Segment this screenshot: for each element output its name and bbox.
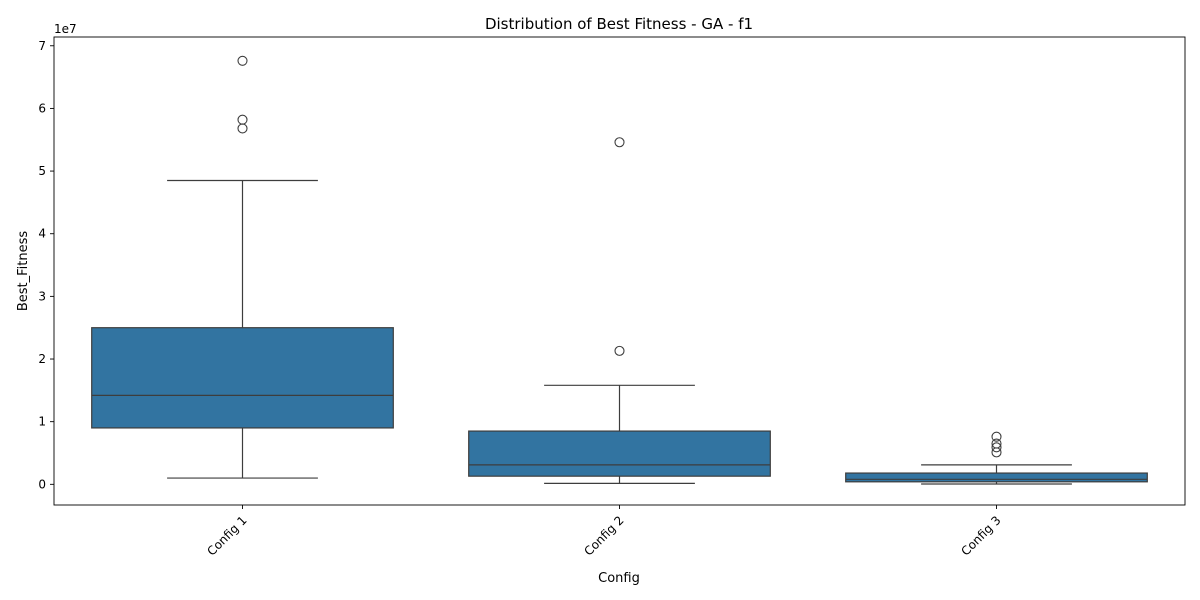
outlier-point <box>614 137 625 148</box>
iqr-box <box>468 430 771 477</box>
y-tick-label: 3 <box>38 289 46 303</box>
outlier-point <box>237 123 248 134</box>
x-tick-label: Config 3 <box>958 513 1003 558</box>
y-offset-label: 1e7 <box>54 22 77 36</box>
plot-area: 0 1 2 3 4 5 6 7 Config 1 Config 2 Config 3 <box>38 39 1148 558</box>
outlier-point <box>237 114 248 125</box>
x-tick-label: Config 2 <box>581 513 626 558</box>
outlier-point <box>614 345 625 356</box>
y-tick-label: 1 <box>38 415 46 429</box>
y-tick-label: 5 <box>38 164 46 178</box>
iqr-box <box>845 472 1148 483</box>
x-axis-label: Config <box>598 571 640 586</box>
plot-frame <box>53 36 1186 506</box>
outlier-point <box>237 55 248 66</box>
iqr-box <box>91 327 394 429</box>
x-tick-label: Config 1 <box>204 513 249 558</box>
outlier-point <box>991 442 1002 453</box>
y-tick-label: 2 <box>38 352 46 366</box>
y-tick-label: 4 <box>38 227 46 241</box>
outlier-point <box>991 431 1002 442</box>
outlier-point <box>991 438 1002 449</box>
y-axis-label: Best_Fitness <box>16 231 31 312</box>
chart-title: Distribution of Best Fitness - GA - f1 <box>485 15 753 33</box>
y-tick-label: 7 <box>38 39 46 53</box>
y-tick-label: 6 <box>38 101 46 115</box>
y-tick-label: 0 <box>38 477 46 491</box>
